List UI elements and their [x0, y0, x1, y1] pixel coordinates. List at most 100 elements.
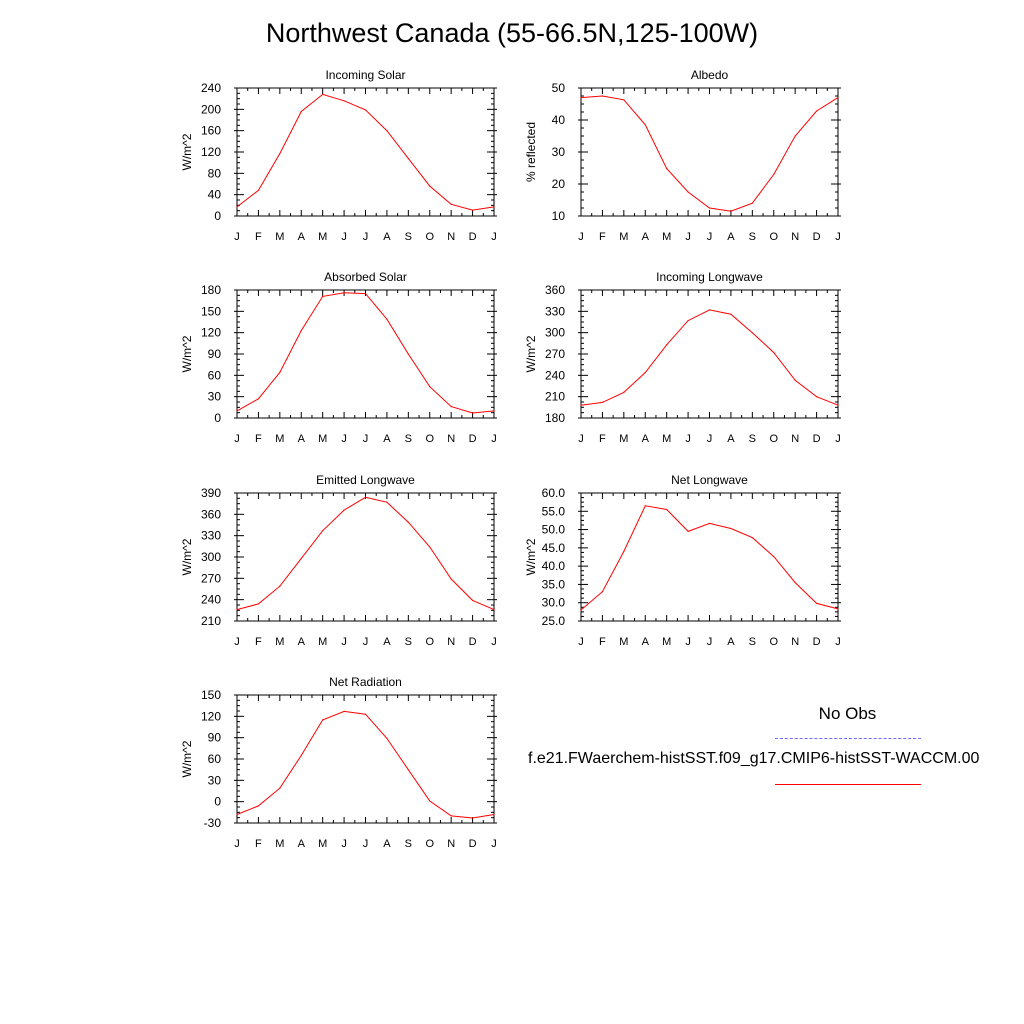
panel-2-xtick-label: J [835, 231, 841, 243]
panel-3-ytick-label: 120 [201, 326, 221, 340]
panel-5-series-1-point [471, 599, 474, 601]
panel-3-xtick-label: A [383, 433, 391, 445]
panel-6-series-1-point [601, 591, 604, 593]
panel-6-xtick-label: J [835, 636, 841, 648]
panel-6-xtick-label: F [599, 636, 606, 648]
panel-3-series-1-point [471, 412, 474, 414]
panel-1-xtick-label: M [318, 231, 327, 243]
panel-3-series-1-point [429, 386, 431, 388]
panel-6-ytick-label: 50.0 [542, 523, 566, 537]
panel-7-ytick-label: 60 [208, 752, 222, 766]
panel-4-xtick-label: M [662, 433, 671, 445]
panel-5-series-1-point [364, 496, 367, 498]
panel-1-ytick-label: 0 [214, 209, 221, 223]
panel-3-series-1-point [407, 353, 409, 355]
panel-7-ylabel: W/m^2 [180, 740, 194, 777]
panel-5-ytick-label: 300 [201, 550, 221, 564]
panel-1-ytick-label: 240 [201, 81, 221, 95]
panel-1-series-1-point [407, 157, 409, 159]
panel-4-xtick-label: S [749, 433, 756, 445]
panel-1-series-1-point [257, 189, 260, 191]
panel-7-series-1-point [450, 815, 452, 817]
panel-3-ytick-label: 150 [201, 304, 221, 318]
panel-6-series-1-point [773, 556, 775, 558]
panel-6-ytick-label: 35.0 [542, 577, 566, 591]
panel-2-xtick-label: D [813, 231, 821, 243]
panel-4-series-1-point [837, 404, 839, 406]
panel-2-ytick-label: 40 [552, 113, 566, 127]
panel-7-ytick-label: 90 [208, 731, 222, 745]
panel-3-series-1-point [300, 329, 302, 332]
panel-4-xtick-label: M [619, 433, 628, 445]
panel-4-xtick-label: N [791, 433, 799, 445]
panel-2-title: Albedo [691, 68, 729, 82]
panel-5-ytick-label: 390 [201, 486, 221, 500]
panel-7-xtick-label: M [318, 838, 327, 850]
panel-7-series-1-point [493, 813, 495, 816]
panel-2-ylabel: % reflected [524, 122, 538, 182]
panel-6-series-1-point [687, 530, 689, 533]
panel-1-xtick-label: N [447, 231, 455, 243]
panel-1-series-1-point [279, 153, 281, 155]
panel-7-ytick-label: -30 [204, 816, 222, 830]
panel-3-ytick-label: 180 [201, 283, 221, 297]
panel-6-xtick-label: S [749, 636, 756, 648]
panel-6-series-1-point [580, 609, 582, 611]
panel-2-series-1-point [644, 124, 646, 126]
panel-7-title: Net Radiation [329, 675, 402, 689]
panel-5-xtick-label: J [491, 636, 497, 648]
panel-2-xtick-label: J [685, 231, 691, 243]
panel-3-series-1-point [343, 292, 345, 294]
panel-5-ytick-label: 270 [201, 571, 221, 585]
panel-3-ytick-label: 60 [208, 368, 222, 382]
panel-6-series-1-point [815, 602, 818, 605]
panel-1-ytick-label: 120 [201, 145, 221, 159]
panel-5-ytick-label: 240 [201, 593, 221, 607]
panel-7-xtick-label: S [405, 838, 412, 850]
panel-6-series-1-point [666, 508, 668, 511]
figure-title: Northwest Canada (55-66.5N,125-100W) [265, 18, 759, 48]
panel-5-xtick-label: D [469, 636, 477, 648]
panel-5-xtick-label: N [447, 636, 455, 648]
panel-5-series-1-point [429, 546, 431, 548]
panel-2-xtick-label: M [662, 231, 671, 243]
panel-7-series-1-point [386, 737, 388, 739]
panel-3-xtick-label: D [469, 433, 477, 445]
panel-5-series-1-point [343, 509, 345, 511]
panel-2-xtick-label: J [578, 231, 584, 243]
panel-2-series-1-point [730, 210, 732, 212]
panel-7-ytick-label: 0 [214, 795, 221, 809]
panel-3-series-1-point [493, 410, 495, 412]
legend-obs-line [775, 738, 921, 739]
panel-4-series-1-point [773, 351, 775, 354]
panel-4-series-1-point [708, 309, 711, 311]
panel-7-series-1-point [257, 805, 260, 807]
panel-2-series-1-point [666, 168, 668, 170]
panel-5-xtick-label: O [425, 636, 434, 648]
panel-3-xtick-label: N [447, 433, 455, 445]
panel-4-xtick-label: J [707, 433, 713, 445]
panel-2-xtick-label: O [769, 231, 778, 243]
panel-2-ytick-label: 30 [552, 145, 566, 159]
panel-7-series-1-point [429, 800, 431, 802]
panel-1-ytick-label: 80 [208, 166, 222, 180]
panel-5-title: Emitted Longwave [316, 473, 415, 487]
panel-7-series-1-line [236, 710, 495, 819]
panel-7-series-1-point [300, 754, 302, 757]
panel-4-ytick-label: 270 [545, 347, 565, 361]
panel-6-series-1-point [794, 582, 796, 584]
panel-3-series-1-point [364, 292, 367, 295]
panel-7-series-1-point [322, 719, 324, 721]
panel-3-ylabel: W/m^2 [180, 335, 194, 372]
panel-3-series-1-point [236, 410, 238, 412]
panel-5-xtick-label: A [298, 636, 306, 648]
panel-5-series-1-point [257, 603, 260, 605]
panel-6-xtick-label: J [578, 636, 584, 648]
panel-6-xtick-label: O [769, 636, 778, 648]
panel-4-xtick-label: A [727, 433, 735, 445]
panel-6-series-1-point [730, 527, 732, 530]
panel-7-xtick-label: D [469, 838, 477, 850]
panel-5-ylabel: W/m^2 [180, 538, 194, 575]
panel-6-ytick-label: 25.0 [542, 614, 566, 628]
panel-2-series-1-point [623, 99, 625, 101]
